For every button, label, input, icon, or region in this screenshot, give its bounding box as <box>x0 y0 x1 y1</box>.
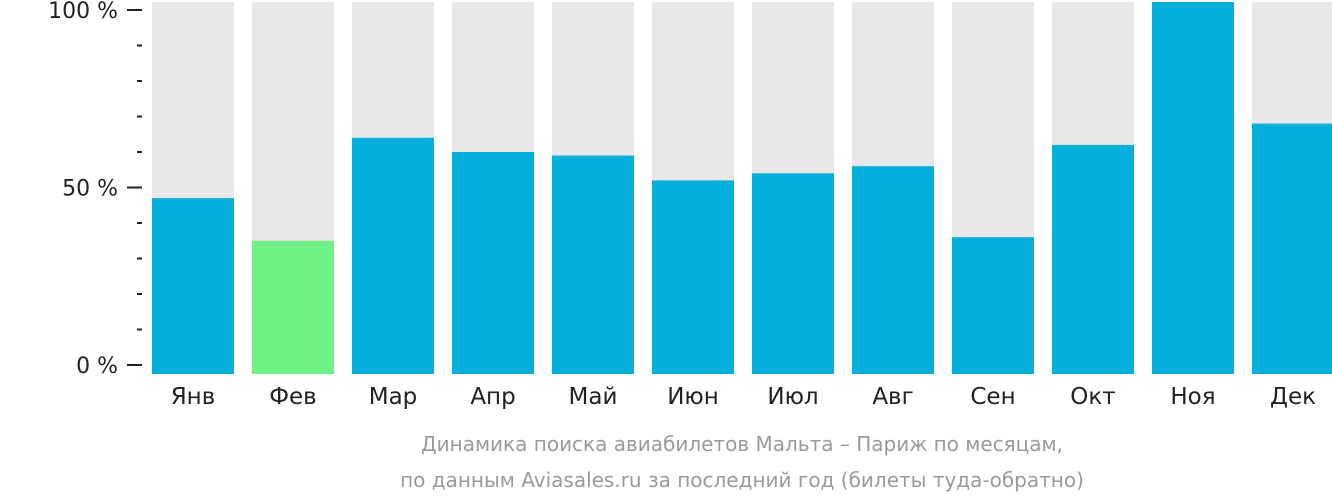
bar-11 <box>1152 2 1234 374</box>
bar-8 <box>852 166 934 374</box>
y-tick-label-3: 100 % <box>48 0 118 24</box>
x-tick-label-12: Дек <box>1270 384 1316 410</box>
x-tick-label-5: Май <box>569 384 618 410</box>
x-tick-label-8: Авг <box>872 384 913 410</box>
y-tick-label-2: 50 % <box>62 177 118 202</box>
x-tick-label-4: Апр <box>470 384 515 410</box>
chart-caption-line-1: Динамика поиска авиабилетов Мальта – Пар… <box>421 432 1063 456</box>
bar-4 <box>452 152 534 374</box>
x-tick-label-7: Июл <box>767 384 818 410</box>
bar-5 <box>552 155 634 374</box>
x-tick-label-6: Июн <box>667 384 719 410</box>
bar-9 <box>952 237 1034 374</box>
bar-6 <box>652 180 734 374</box>
y-tick-label-1: 0 % <box>76 354 118 379</box>
bar-7 <box>752 173 834 374</box>
bar-2 <box>252 240 334 374</box>
x-tick-label-2: Фев <box>269 384 317 410</box>
x-tick-label-9: Сен <box>970 384 1015 410</box>
x-tick-label-11: Ноя <box>1170 384 1215 410</box>
x-tick-label-10: Окт <box>1070 384 1115 410</box>
bar-10 <box>1052 144 1134 374</box>
bar-12 <box>1252 123 1332 374</box>
x-tick-label-3: Мар <box>369 384 418 410</box>
bar-3 <box>352 137 434 374</box>
x-tick-label-1: Янв <box>171 384 216 410</box>
bar-1 <box>152 198 234 374</box>
chart-caption-line-2: по данным Aviasales.ru за последний год … <box>400 468 1084 492</box>
